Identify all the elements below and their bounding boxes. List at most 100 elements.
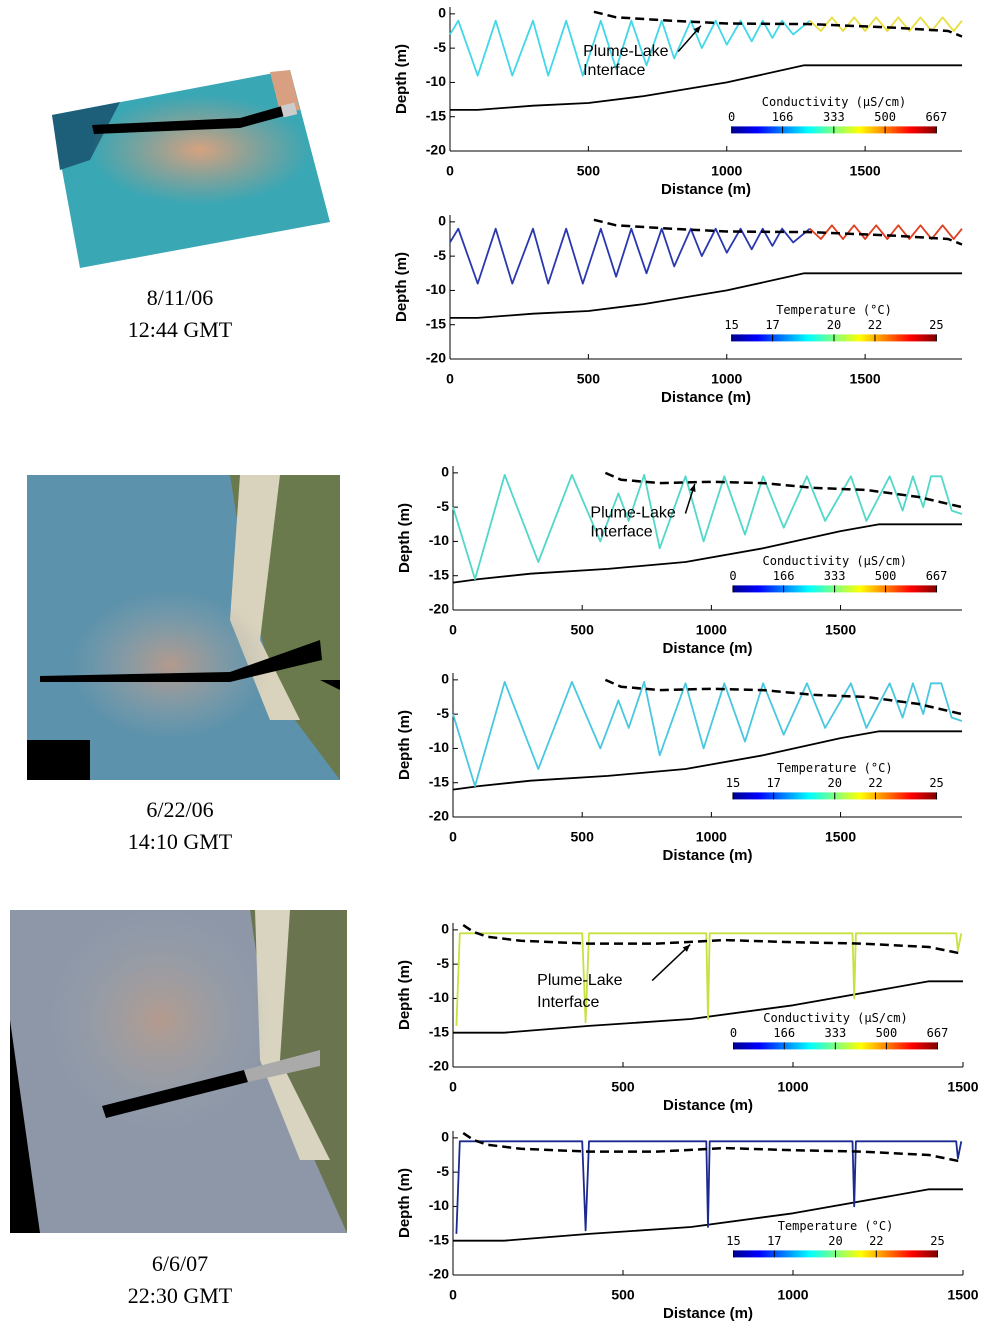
x-tick-label: 0 (449, 1287, 457, 1303)
profile-line (449, 19, 811, 77)
x-tick-label: 500 (577, 371, 601, 387)
y-tick-label: -20 (426, 142, 446, 158)
y-tick-label: -10 (426, 281, 446, 297)
y-axis-label: Depth (m) (396, 710, 413, 780)
colorbar-tick-label: 0 (728, 110, 735, 124)
y-tick-label: -20 (429, 1058, 449, 1074)
photo-date: 6/6/07 (152, 1251, 208, 1276)
colorbar-tick-label: 20 (828, 1234, 842, 1248)
colorbar-tick-label: 166 (773, 1026, 795, 1040)
annotation-arrow (651, 944, 691, 982)
colorbar-label: Temperature (°C) (778, 1219, 894, 1233)
y-tick-label: -15 (429, 1231, 449, 1247)
colorbar-tick-label: 20 (828, 776, 842, 790)
photo-date: 6/22/06 (146, 797, 213, 822)
interface-line (462, 924, 964, 956)
y-tick-label: -5 (434, 39, 447, 55)
colorbar-tick-label: 15 (726, 776, 740, 790)
annotation: Plume-Lake (583, 43, 668, 60)
colorbar-label: Temperature (°C) (776, 303, 892, 317)
y-axis-label: Depth (m) (393, 44, 410, 114)
y-tick-label: 0 (441, 464, 449, 480)
y-tick-label: -5 (437, 1163, 450, 1179)
photo-time: 22:30 GMT (128, 1283, 233, 1308)
x-tick-label: 0 (449, 1079, 457, 1095)
y-tick-label: 0 (441, 671, 449, 687)
profile-line (809, 16, 963, 32)
photo-time: 12:44 GMT (128, 317, 233, 342)
interface-line (462, 1132, 964, 1164)
y-tick-label: -10 (429, 739, 449, 755)
x-tick-label: 0 (449, 622, 457, 638)
x-tick-label: 1000 (777, 1287, 808, 1303)
profile-line (450, 64, 962, 111)
x-tick-label: 1000 (711, 371, 742, 387)
y-tick-label: -10 (426, 73, 446, 89)
x-axis-label: Distance (m) (661, 389, 751, 406)
colorbar-tick-label: 667 (926, 569, 948, 583)
x-tick-label: 1000 (696, 622, 727, 638)
annotation: Plume-Lake (590, 505, 675, 522)
profile-line (455, 1140, 963, 1234)
interface-line (593, 10, 963, 38)
annotation: Plume-Lake (537, 972, 622, 989)
x-tick-label: 1500 (825, 829, 856, 845)
colorbar-tick-label: 25 (930, 1234, 944, 1248)
x-tick-label: 1000 (711, 163, 742, 179)
profile-line (453, 980, 963, 1034)
colorbar-tick-label: 15 (724, 318, 738, 332)
photo-date: 8/11/06 (147, 285, 213, 310)
colorbar-tick-label: 15 (726, 1234, 740, 1248)
x-tick-label: 1500 (947, 1079, 978, 1095)
y-tick-label: 0 (438, 213, 446, 229)
aerial-photo (52, 70, 330, 268)
colorbar-tick-label: 500 (876, 1026, 898, 1040)
x-tick-label: 500 (571, 622, 595, 638)
x-tick-label: 1500 (947, 1287, 978, 1303)
colorbar-label: Conductivity (μS/cm) (763, 554, 908, 568)
colorbar-tick-label: 25 (929, 776, 943, 790)
aerial-photo (27, 475, 340, 780)
x-tick-label: 1000 (696, 829, 727, 845)
x-axis-label: Distance (m) (663, 1097, 753, 1114)
x-tick-label: 1500 (850, 163, 881, 179)
x-tick-label: 1500 (825, 622, 856, 638)
y-axis-label: Depth (m) (396, 503, 413, 573)
colorbar-tick-label: 333 (825, 1026, 847, 1040)
y-axis-label: Depth (m) (396, 1168, 413, 1238)
annotation: Interface (537, 994, 599, 1011)
colorbar-tick-label: 22 (869, 1234, 883, 1248)
profile-line (449, 227, 811, 285)
x-tick-label: 0 (449, 829, 457, 845)
y-tick-label: -10 (429, 532, 449, 548)
annotation: Interface (590, 524, 652, 541)
colorbar-tick-label: 166 (773, 569, 795, 583)
x-axis-label: Distance (m) (662, 847, 752, 864)
profile-line (809, 224, 963, 240)
y-tick-label: -15 (426, 107, 446, 123)
x-tick-label: 500 (611, 1287, 635, 1303)
colorbar-label: Conductivity (μS/cm) (762, 95, 907, 109)
y-tick-label: -5 (437, 955, 450, 971)
profile-line (452, 474, 963, 580)
y-tick-label: -20 (429, 1266, 449, 1282)
profile-line (450, 272, 962, 319)
y-tick-label: -5 (437, 705, 450, 721)
colorbar-tick-label: 667 (926, 110, 948, 124)
x-axis-label: Distance (m) (663, 1305, 753, 1322)
x-tick-label: 0 (446, 371, 454, 387)
colorbar-label: Conductivity (μS/cm) (763, 1011, 908, 1025)
y-tick-label: -10 (429, 1197, 449, 1213)
interface-line (593, 218, 963, 246)
y-tick-label: -15 (426, 315, 446, 331)
y-tick-label: -5 (437, 498, 450, 514)
colorbar-label: Temperature (°C) (777, 761, 893, 775)
profile-line (452, 681, 963, 787)
arrow-head (693, 25, 701, 34)
colorbar-tick-label: 22 (868, 776, 882, 790)
aerial-photo (10, 910, 347, 1233)
x-axis-label: Distance (m) (662, 640, 752, 657)
colorbar-tick-label: 500 (874, 110, 896, 124)
colorbar-tick-label: 17 (765, 318, 779, 332)
